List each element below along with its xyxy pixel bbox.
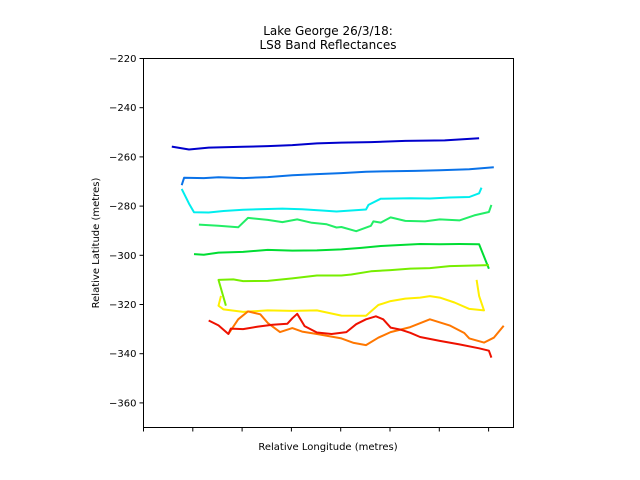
x-axis-label: Relative Longitude (metres) [258, 442, 397, 453]
series-line-5 [193, 243, 490, 270]
x-axis-ticks [143, 427, 490, 432]
series-line-9 [208, 312, 493, 358]
series-line-1 [171, 137, 480, 151]
series-layer [171, 137, 505, 358]
series-line-6 [217, 264, 489, 306]
plot-frame [143, 58, 514, 428]
y-axis-label: Relative Latitude (metres) [91, 178, 102, 309]
y-tick-label: −360 [109, 398, 136, 409]
y-tick-label: −300 [109, 251, 136, 262]
series-line-7 [217, 279, 485, 317]
y-tick-label: −240 [109, 103, 136, 114]
y-tick-label: −260 [109, 152, 136, 163]
y-tick-label: −220 [109, 54, 136, 65]
series-line-8 [227, 310, 505, 347]
y-tick-label: −280 [109, 202, 136, 213]
y-tick-label: −340 [109, 349, 136, 360]
series-line-2 [180, 166, 494, 186]
series-line-4 [198, 204, 493, 233]
series-line-3 [180, 187, 483, 214]
y-tick-label: −320 [109, 300, 136, 311]
chart-title-line-2: LS8 Band Reflectances [260, 38, 397, 52]
chart-title-line-1: Lake George 26/3/18: [263, 24, 393, 38]
y-axis-ticks: −220 −240 −260 −280 −300 −320 −340 −360 [109, 54, 144, 409]
